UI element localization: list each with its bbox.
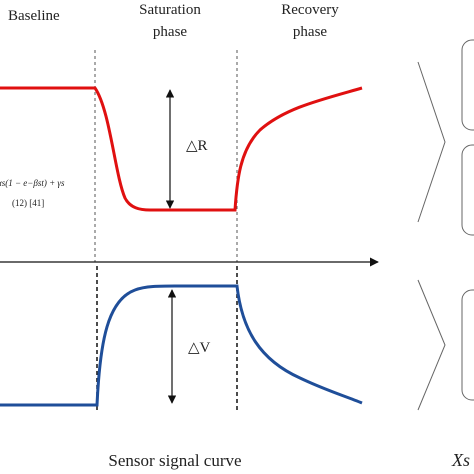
baseline-label: Baseline [8,8,60,24]
block [461,144,474,236]
delta-r-label: △R [186,138,208,154]
formula: αs(1 − e−βst) + γs [0,178,65,188]
recovery-label: phase [293,24,327,40]
reference: (12) [41] [12,198,44,208]
variable-label: Xs [451,450,470,470]
block [461,39,474,131]
resistance-curve [0,86,363,212]
saturation-label: phase [153,24,187,40]
recovery-label: Recovery [281,2,339,18]
saturation-label: Saturation [139,2,201,18]
chevron [417,61,446,223]
caption: Sensor signal curve [108,451,241,470]
delta-v-label: △V [188,340,211,356]
voltage-curve [0,284,363,407]
block [461,289,474,401]
chevron [417,279,446,411]
